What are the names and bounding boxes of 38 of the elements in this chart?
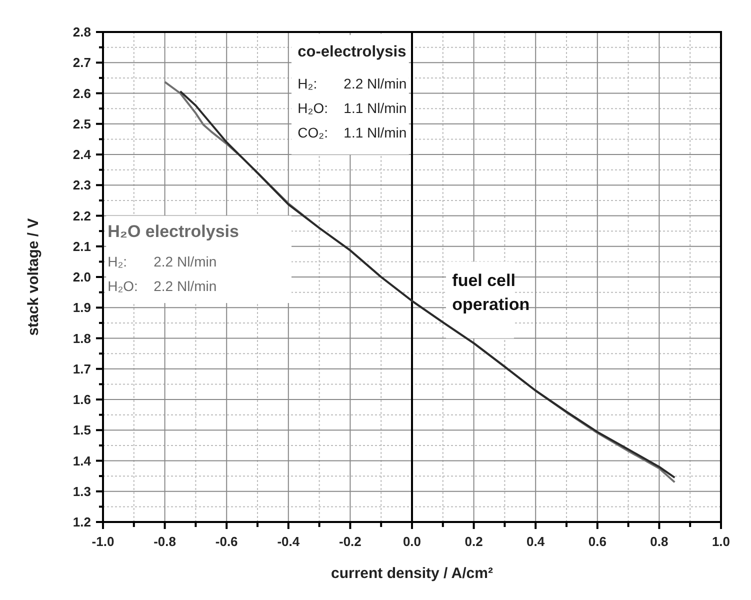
x-tick-label: -1.0 — [92, 534, 114, 549]
text: H₂: 2.2 Nl/min — [108, 253, 217, 270]
x-tick-label: 0.6 — [588, 534, 606, 549]
y-tick-label: 1.4 — [72, 453, 92, 468]
annotation: H₂O: 1.1 Nl/min — [298, 100, 407, 116]
x-tick-label: -0.6 — [215, 534, 238, 549]
y-tick-label: 2.3 — [72, 178, 91, 193]
x-tick-label: 0.2 — [464, 534, 483, 549]
x-tick-label: -0.4 — [277, 534, 300, 549]
annotation: H₂O electrolysis — [108, 222, 239, 242]
y-tick-label: 2.0 — [72, 270, 91, 284]
y-tick-label: 2.6 — [72, 86, 91, 101]
annotation: H₂O: 2.2 Nl/min — [108, 278, 217, 294]
annotation: co-electrolysis — [298, 44, 406, 60]
y-tick-label: 1.6 — [72, 392, 91, 407]
y-tick-label: 1.5 — [72, 422, 91, 438]
y-tick-label: 1.2 — [72, 514, 91, 530]
y-tick-label: 1.3 — [72, 484, 91, 499]
y-tick-label: 2.8 — [72, 24, 91, 40]
y-tick-label: 2.4 — [72, 147, 92, 162]
x-tick-label: -0.2 — [338, 534, 362, 549]
text: H₂: 2.2 Nl/min — [298, 76, 407, 92]
y-tick-label: 2.2 — [72, 208, 91, 224]
y-tick-label: 2.1 — [72, 238, 91, 254]
y-tick-label: 1.7 — [72, 361, 91, 376]
x-tick-label: 1.0 — [712, 534, 730, 549]
y-tick-label: 1.9 — [72, 300, 91, 316]
x-axis-title: current density / A/cm² — [331, 565, 493, 582]
y-tick-label: 1.8 — [72, 330, 91, 346]
y-axis-title: stack voltage / V — [25, 218, 42, 336]
annotation: CO₂: 1.1 Nl/min — [298, 124, 407, 141]
x-tick-label: 0.4 — [526, 534, 546, 549]
y-tick-label: 2.5 — [72, 116, 91, 132]
annotation: fuel cell operation — [452, 271, 530, 314]
x-tick-label: 0.8 — [650, 534, 668, 549]
y-tick-label: 2.7 — [72, 55, 91, 70]
x-tick-label: 0.0 — [402, 534, 422, 549]
x-tick-label: -0.8 — [154, 534, 176, 549]
